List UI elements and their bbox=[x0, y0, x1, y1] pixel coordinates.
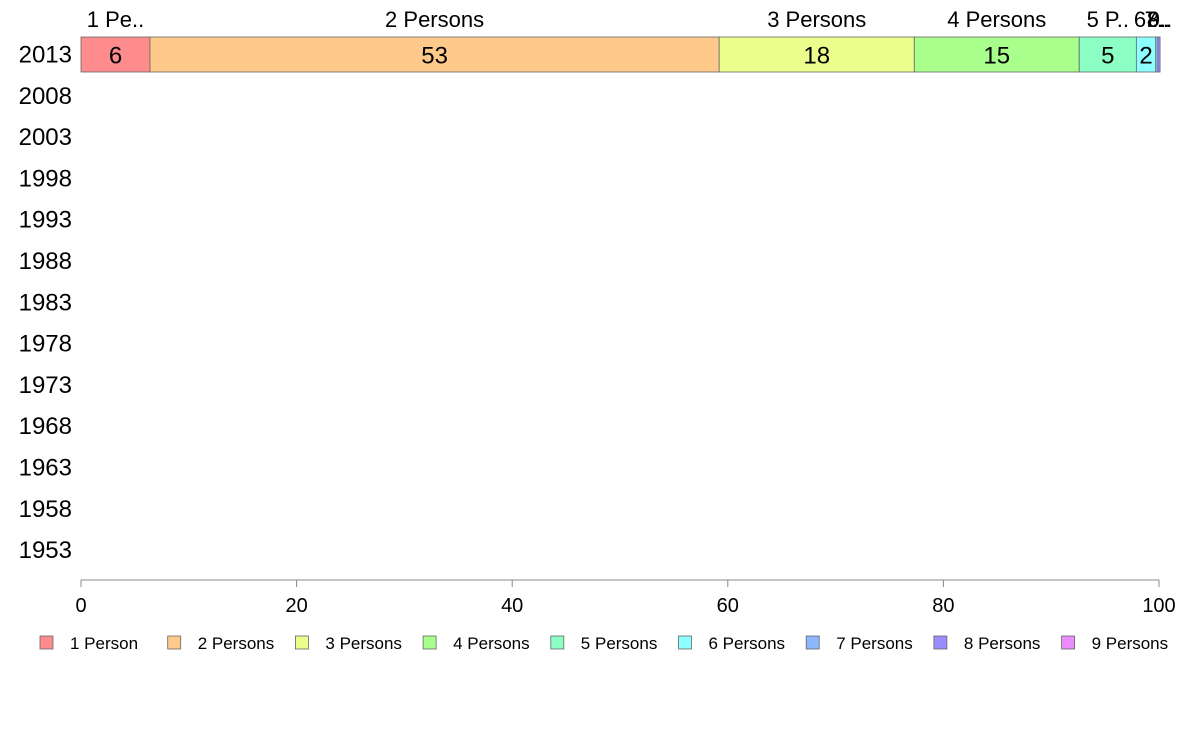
category-label: 1953 bbox=[19, 537, 72, 564]
x-tick-label: 20 bbox=[285, 595, 307, 617]
legend-swatch bbox=[39, 635, 54, 650]
data-label: 5 bbox=[1101, 43, 1114, 70]
segment-header-label: 3 Persons bbox=[767, 7, 866, 32]
x-tick-label: 0 bbox=[75, 595, 86, 617]
bar-segments: 6 53 18 15 5 2 bbox=[80, 36, 1161, 73]
category-label: 1983 bbox=[19, 289, 72, 316]
data-label: 6 bbox=[109, 43, 122, 70]
y-axis-category-labels: 2013 2008 2003 1998 1993 1988 1983 1978 1973 1968… bbox=[19, 42, 72, 565]
category-label: 1968 bbox=[19, 413, 72, 440]
segment-header-label: 1 Pe.. bbox=[87, 7, 144, 32]
legend-label: 6 Persons bbox=[709, 634, 786, 653]
legend-label: 1 Person bbox=[70, 634, 138, 653]
segment-header-label: 8.. bbox=[1147, 7, 1171, 32]
legend: 1 Person 2 Persons 3 Persons 4 Persons 5 Per… bbox=[39, 634, 1169, 653]
segment-header-label: 4 Persons bbox=[947, 7, 1046, 32]
category-label: 1963 bbox=[19, 455, 72, 482]
category-label: 1958 bbox=[19, 496, 72, 523]
segment-header-label: 5 P.. bbox=[1087, 7, 1129, 32]
x-tick-label: 60 bbox=[717, 595, 739, 617]
legend-swatch bbox=[550, 635, 565, 650]
data-label: 15 bbox=[983, 43, 1010, 70]
legend-swatch bbox=[294, 635, 309, 650]
category-label: 2008 bbox=[19, 83, 72, 110]
bar-segment bbox=[1157, 36, 1161, 73]
legend-swatch bbox=[678, 635, 692, 650]
category-label: 1998 bbox=[19, 165, 72, 192]
legend-label: 7 Persons bbox=[836, 634, 913, 653]
legend-label: 2 Persons bbox=[198, 634, 275, 653]
x-tick-label: 100 bbox=[1142, 595, 1175, 617]
data-label: 2 bbox=[1139, 43, 1152, 70]
legend-swatch bbox=[422, 635, 437, 650]
legend-swatch bbox=[1061, 635, 1075, 650]
category-label: 1973 bbox=[19, 372, 72, 399]
legend-swatch bbox=[933, 635, 948, 650]
legend-label: 4 Persons bbox=[453, 634, 530, 653]
segment-header-label: 2 Persons bbox=[385, 7, 484, 32]
bar-segment bbox=[149, 36, 720, 73]
bar-segment bbox=[913, 36, 1080, 73]
legend-label: 3 Persons bbox=[325, 634, 402, 653]
data-label: 18 bbox=[803, 43, 830, 70]
legend-label: 5 Persons bbox=[581, 634, 658, 653]
category-label: 2003 bbox=[19, 124, 72, 151]
bar-segment bbox=[1078, 36, 1137, 73]
segment-header-label: 7.. bbox=[1145, 7, 1169, 32]
legend-swatch bbox=[167, 635, 182, 650]
x-axis: 0 20 40 60 80 100 bbox=[75, 579, 1176, 617]
category-label: 1978 bbox=[19, 331, 72, 358]
legend-label: 9 Persons bbox=[1092, 634, 1169, 653]
bar-segment bbox=[718, 36, 915, 73]
legend-swatch bbox=[805, 635, 820, 650]
segment-header-labels: 1 Pe.. 2 Persons 3 Persons 4 Persons 5 P.. 6.… bbox=[87, 7, 1173, 32]
category-label: 1993 bbox=[19, 207, 72, 234]
x-tick-label: 80 bbox=[932, 595, 954, 617]
legend-label: 8 Persons bbox=[964, 634, 1041, 653]
segment-header-label: 6.. bbox=[1134, 7, 1158, 32]
category-label: 2013 bbox=[19, 42, 72, 69]
segment-header-label: 9.. bbox=[1148, 7, 1172, 32]
data-label: 53 bbox=[421, 43, 448, 70]
x-tick-label: 40 bbox=[501, 595, 523, 617]
category-label: 1988 bbox=[19, 248, 72, 275]
